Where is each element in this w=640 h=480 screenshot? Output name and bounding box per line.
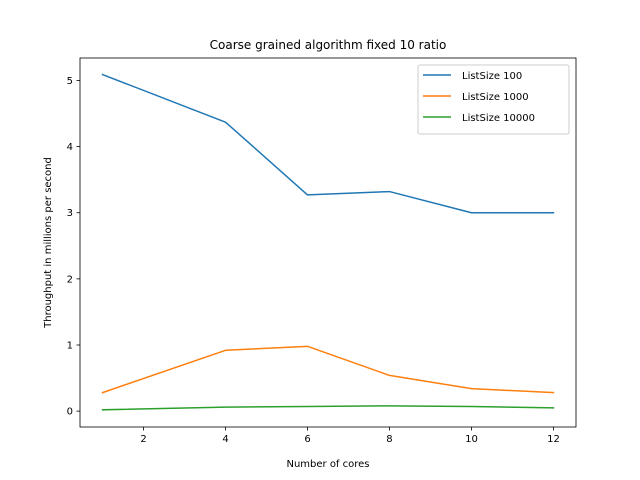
y-tick-label: 2 [67,274,73,285]
x-tick-label: 4 [222,434,228,445]
x-axis-label: Number of cores [286,459,369,470]
y-tick-label: 5 [67,76,73,87]
legend-box [417,64,570,135]
x-tick-label: 12 [547,434,560,445]
plot-frame [79,57,577,428]
x-tick-label: 8 [386,434,392,445]
legend-label: ListSize 1000 [462,92,529,103]
chart-title: Coarse grained algorithm fixed 10 ratio [210,38,447,52]
y-axis: 0 1 2 3 4 5 [67,76,80,418]
x-tick-label: 10 [465,434,478,445]
series-line-3 [101,405,555,411]
legend-label: ListSize 100 [462,71,522,82]
series-line-1 [101,73,555,214]
y-tick-label: 0 [67,407,73,418]
plot-area [101,73,555,411]
series-line-2 [101,345,555,394]
y-tick-label: 1 [67,341,73,352]
y-tick-label: 4 [67,142,73,153]
x-tick-label: 6 [304,434,310,445]
x-axis: 2 4 6 8 10 12 [140,427,560,445]
legend-label: ListSize 10000 [462,113,535,124]
y-tick-label: 3 [67,208,73,219]
legend: ListSize 100 ListSize 1000 ListSize 10000 [417,64,570,135]
x-tick-label: 2 [140,434,146,445]
y-axis-label: Throughput in millions per second [43,157,54,329]
